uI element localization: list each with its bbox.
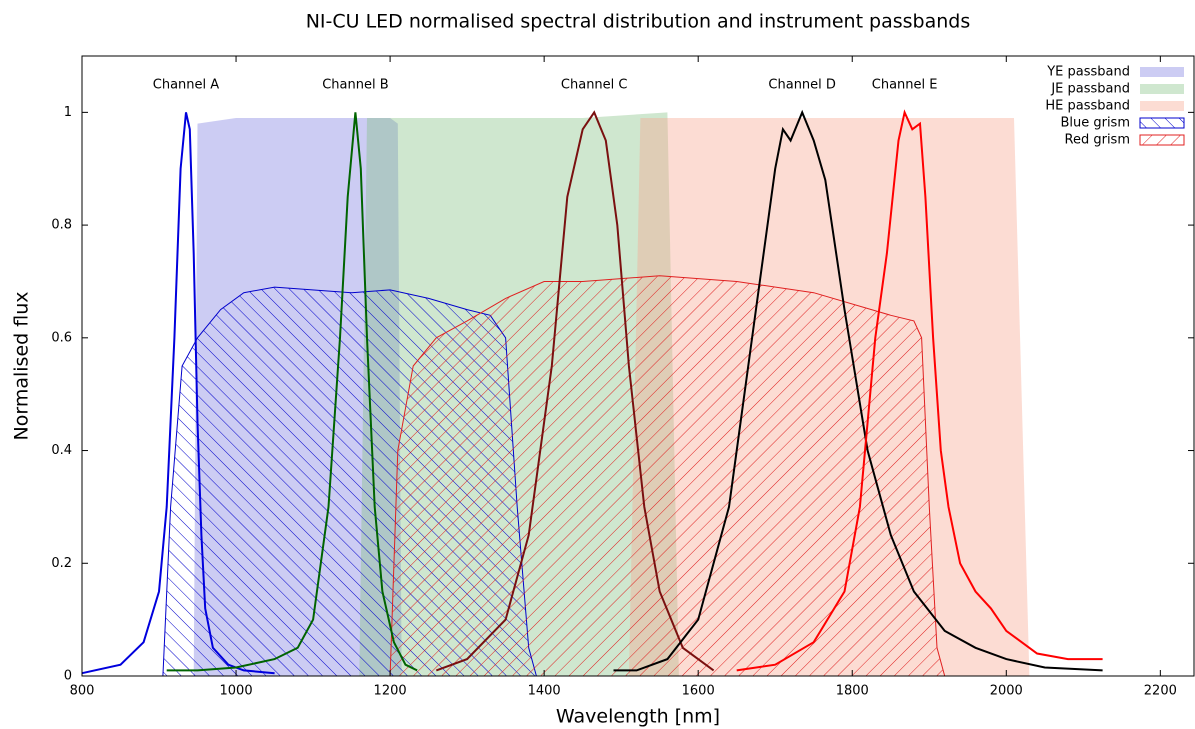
plot-area — [81, 109, 1103, 677]
grism-area — [389, 275, 946, 677]
y-tick-label: 0.6 — [51, 330, 72, 345]
channel-label: Channel B — [322, 78, 388, 93]
x-tick-label: 1200 — [374, 684, 407, 699]
legend-swatch — [1139, 134, 1185, 146]
y-tick-label: 0.2 — [51, 556, 72, 571]
y-axis-label: Normalised flux — [11, 292, 33, 441]
legend-label: YE passband — [1046, 65, 1130, 80]
y-tick-label: 0.4 — [51, 443, 72, 458]
channel-line — [166, 112, 418, 672]
legend-swatch — [1140, 84, 1184, 94]
legend-swatch — [1139, 117, 1185, 129]
channel-line — [81, 112, 275, 675]
x-tick-label: 1600 — [682, 684, 715, 699]
legend-label: HE passband — [1045, 99, 1130, 114]
y-tick-label: 1 — [64, 105, 72, 120]
channel-line — [736, 109, 1103, 672]
legend-label: Red grism — [1065, 133, 1130, 148]
channel-label: Channel D — [768, 78, 836, 93]
channel-label: Channel E — [872, 78, 938, 93]
x-tick-label: 800 — [70, 684, 95, 699]
channel-line — [613, 109, 1103, 672]
x-tick-label: 2000 — [990, 684, 1023, 699]
x-tick-label: 1400 — [528, 684, 561, 699]
channel-line — [435, 110, 715, 672]
legend-label: JE passband — [1050, 82, 1130, 97]
x-axis-label: Wavelength [nm] — [556, 706, 720, 728]
x-tick-label: 1800 — [836, 684, 869, 699]
y-tick-label: 0 — [64, 669, 72, 684]
channel-label: Channel A — [153, 78, 220, 93]
x-tick-label: 1000 — [220, 684, 253, 699]
legend-swatch — [1140, 67, 1184, 77]
y-tick-label: 0.8 — [51, 218, 72, 233]
channel-label: Channel C — [561, 78, 628, 93]
legend-label: Blue grism — [1060, 116, 1130, 131]
chart-title: NI-CU LED normalised spectral distributi… — [306, 11, 971, 33]
legend-swatch — [1140, 101, 1184, 111]
x-tick-label: 2200 — [1144, 684, 1177, 699]
plot-frame — [81, 55, 1195, 677]
